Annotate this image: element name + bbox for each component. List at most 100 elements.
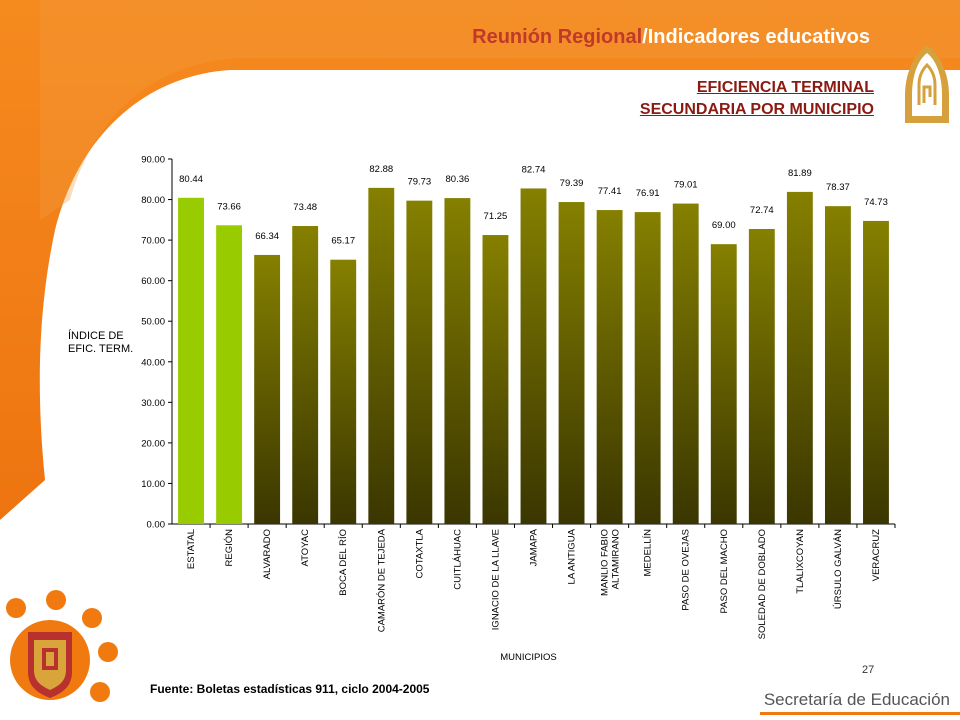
x-tick-label: MANLIO FABIO <box>600 529 611 596</box>
bar <box>824 206 851 524</box>
y-tick-label: 80.00 <box>141 195 165 206</box>
bar-chart: 0.00 10.00 20.00 30.00 40.00 50.00 60.00 70.00 8… <box>141 155 896 663</box>
coat-of-arms-icon <box>6 590 118 702</box>
x-tick-label: REGIÓN <box>224 529 235 567</box>
y-tick-label: 70.00 <box>141 236 165 247</box>
x-tick-label: MEDELLÍN <box>643 529 654 577</box>
bar <box>482 235 509 524</box>
x-tick-label-group: PASO DE OVEJAS <box>681 529 692 611</box>
y-tick-label: 90.00 <box>141 155 165 166</box>
data-label: 79.73 <box>407 177 431 188</box>
bar <box>406 200 433 524</box>
x-tick-label: ALTAMIRANO <box>611 529 622 589</box>
y-axis-label: ÍNDICE DE EFIC. TERM. <box>68 330 133 356</box>
x-tick-label-group: PASO DEL MACHO <box>719 529 730 613</box>
data-label: 69.00 <box>712 220 736 231</box>
y-tick-label: 50.00 <box>141 317 165 328</box>
bar <box>520 188 547 524</box>
chart-title-line2: SECUNDARIA POR MUNICIPIO <box>639 101 874 118</box>
data-label: 78.37 <box>826 182 850 193</box>
data-label: 71.25 <box>484 211 508 222</box>
x-tick-label-group: ÚRSULO GALVÁN <box>833 529 844 609</box>
y-tick-label: 60.00 <box>141 276 165 287</box>
bar <box>216 225 243 525</box>
footer-orange-line <box>760 712 960 715</box>
y-tick-label: 30.00 <box>141 398 165 409</box>
bar <box>254 254 281 524</box>
x-tick-label-group: VERACRUZ <box>871 529 882 581</box>
x-tick-label-group: ESTATAL <box>186 529 197 569</box>
bar <box>672 203 699 524</box>
state-logo-icon <box>905 45 949 123</box>
bar <box>596 210 623 524</box>
data-label: 82.74 <box>522 164 546 175</box>
bar <box>634 212 661 524</box>
x-tick-label: CAMARÓN DE TEJEDA <box>376 528 387 632</box>
x-tick-label: JAMAPA <box>529 528 540 566</box>
x-tick-label: BOCA DEL RÍO <box>338 529 349 596</box>
bar <box>178 197 204 524</box>
data-label: 79.39 <box>560 178 584 189</box>
y-axis-label-line2: EFIC. TERM. <box>68 343 134 355</box>
data-label: 73.48 <box>293 202 317 213</box>
bar <box>863 220 889 524</box>
x-tick-label: COTAXTLA <box>414 528 425 578</box>
orange-header-band <box>0 0 960 520</box>
y-tick-label: 0.00 <box>147 520 166 531</box>
y-tick-label: 40.00 <box>141 357 165 368</box>
page-number: 27 <box>862 664 875 676</box>
orange-band-inner-light <box>40 0 960 220</box>
x-tick-label-group: IGNACIO DE LA LLAVE <box>490 529 501 630</box>
header-title: Reunión Regional/Indicadores educativos <box>472 26 870 48</box>
bar <box>444 198 471 524</box>
x-tick-label: ÚRSULO GALVÁN <box>833 529 844 609</box>
chart-title-line1: EFICIENCIA TERMINAL <box>696 79 874 96</box>
bar <box>748 228 775 524</box>
x-tick-label: LA ANTIGUA <box>567 528 578 584</box>
x-tick-label: ALVARADO <box>262 529 273 579</box>
data-label: 80.36 <box>446 174 470 185</box>
data-label: 76.91 <box>636 188 660 199</box>
data-label: 81.89 <box>788 168 812 179</box>
x-tick-label-group: LA ANTIGUA <box>567 528 578 584</box>
x-tick-label-group: ATOYAC <box>300 529 311 567</box>
y-tick-label: 10.00 <box>141 479 165 490</box>
data-label: 82.88 <box>369 164 393 175</box>
x-tick-label: PASO DE OVEJAS <box>681 529 692 611</box>
x-tick-label: ESTATAL <box>186 529 197 569</box>
bar <box>330 259 357 524</box>
x-tick-label: PASO DEL MACHO <box>719 529 730 613</box>
x-tick-label: SOLEDAD DE DOBLADO <box>757 529 768 639</box>
data-label: 66.34 <box>255 231 279 242</box>
x-tick-label: IGNACIO DE LA LLAVE <box>490 529 501 630</box>
bar <box>368 187 395 524</box>
x-tick-label-group: BOCA DEL RÍO <box>338 529 349 596</box>
x-tick-label-group: MANLIO FABIO ALTAMIRANO <box>600 529 622 596</box>
bar <box>292 225 319 524</box>
y-tick-label: 20.00 <box>141 438 165 449</box>
bar <box>558 202 585 524</box>
x-tick-label-group: REGIÓN <box>224 529 235 567</box>
x-axis-label: MUNICIPIOS <box>500 652 556 663</box>
x-tick-label-group: SOLEDAD DE DOBLADO <box>757 529 768 639</box>
data-label: 73.66 <box>217 201 241 212</box>
x-tick-label-group: MEDELLÍN <box>643 529 654 577</box>
data-label: 77.41 <box>598 186 622 197</box>
bar <box>786 191 813 524</box>
x-tick-label-group: JAMAPA <box>529 528 540 566</box>
data-label: 80.44 <box>179 174 203 185</box>
x-tick-label: VERACRUZ <box>871 529 882 581</box>
x-tick-label: TLALIXCOYAN <box>795 529 806 594</box>
source-note: Fuente: Boletas estadísticas 911, ciclo … <box>150 682 430 696</box>
x-tick-label: CUITLÁHUAC <box>452 529 463 590</box>
data-label: 74.73 <box>864 197 888 208</box>
data-label: 72.74 <box>750 205 774 216</box>
x-tick-label-group: COTAXTLA <box>414 528 425 578</box>
x-tick-label: ATOYAC <box>300 529 311 567</box>
x-tick-label-group: CAMARÓN DE TEJEDA <box>376 528 387 632</box>
x-tick-label-group: TLALIXCOYAN <box>795 529 806 594</box>
bar <box>710 244 737 524</box>
data-label: 79.01 <box>674 180 698 191</box>
x-tick-label-group: ALVARADO <box>262 529 273 579</box>
x-tick-label-group: CUITLÁHUAC <box>452 529 463 590</box>
